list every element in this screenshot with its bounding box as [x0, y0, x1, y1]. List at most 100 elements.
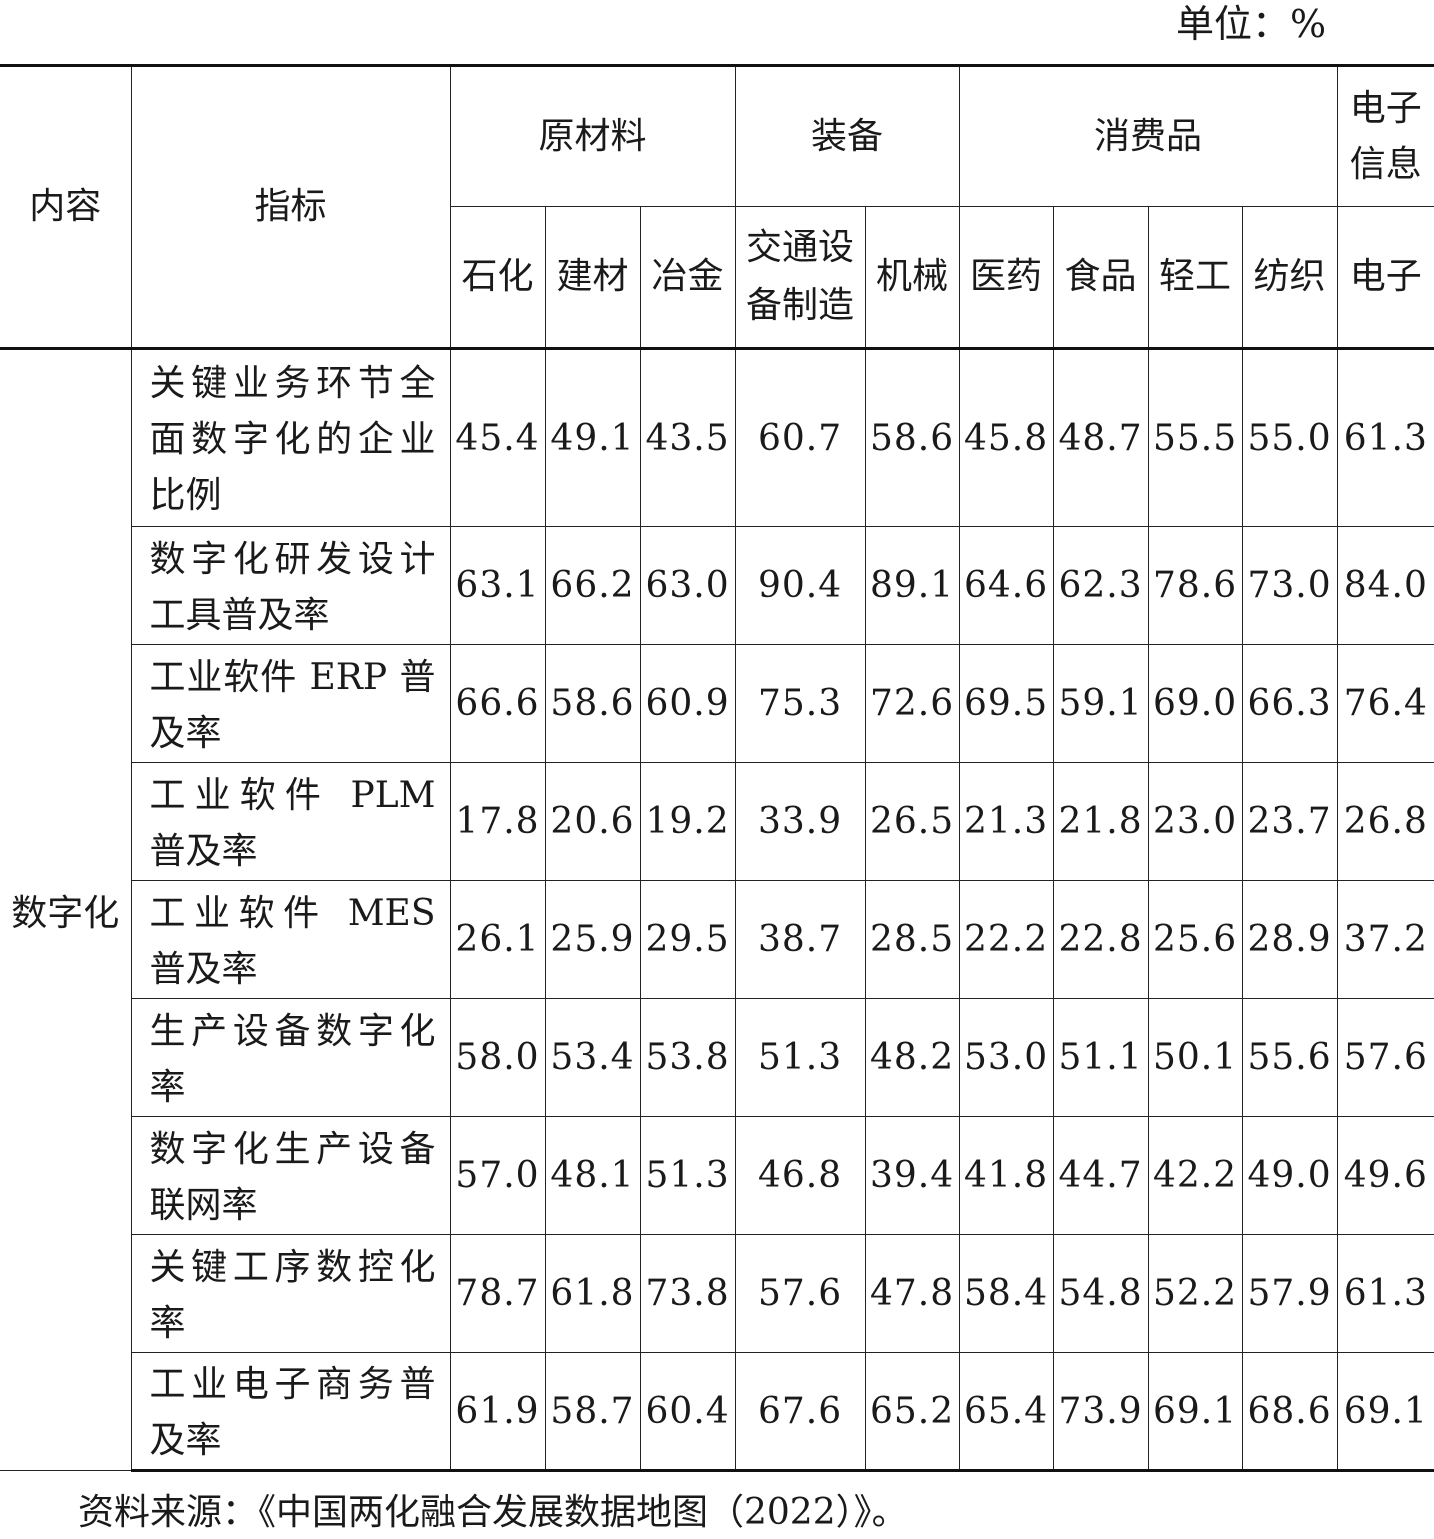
- value-cell: 26.8: [1336, 762, 1434, 881]
- value-cell: 48.1: [544, 1116, 641, 1235]
- indicator-cell: 工业软件 PLM 普及率: [131, 762, 451, 881]
- value-cell: 53.8: [639, 998, 736, 1117]
- table-row: 生产设备数字化率 58.0 53.4 53.8 51.3 48.2 53.0 51.1 50.1…: [0, 998, 1434, 1117]
- value-cell: 62.3: [1052, 526, 1149, 645]
- value-cell: 66.6: [449, 644, 546, 763]
- subgroup-header: 冶金: [639, 206, 736, 350]
- group-header: 原材料: [449, 64, 736, 207]
- value-cell: 49.0: [1241, 1116, 1338, 1235]
- value-cell: 41.8: [958, 1116, 1054, 1235]
- value-cell: 47.8: [864, 1234, 960, 1353]
- data-table: 内容 指标 原材料 装备 消费品 电子信息 石化 建材 冶金 交通设备制造 机械…: [0, 64, 1434, 1472]
- value-cell: 42.2: [1147, 1116, 1243, 1235]
- value-cell: 21.8: [1052, 762, 1149, 881]
- table-row: 关键工序数控化率 78.7 61.8 73.8 57.6 47.8 58.4 54.8 52.2…: [0, 1234, 1434, 1353]
- value-cell: 57.9: [1241, 1234, 1338, 1353]
- value-cell: 61.3: [1336, 347, 1434, 527]
- value-cell: 45.4: [449, 347, 546, 527]
- value-cell: 44.7: [1052, 1116, 1149, 1235]
- table-row: 数字化 关键业务环节全面数字化的企业比例 45.4 49.1 43.5 60.7 58.6 4…: [0, 347, 1434, 1471]
- group-header: 电子信息: [1336, 64, 1434, 207]
- subgroup-header: 石化: [450, 206, 546, 350]
- value-cell: 58.0: [449, 998, 546, 1117]
- subgroup-header: 机械: [864, 206, 960, 350]
- value-cell: 28.9: [1241, 880, 1338, 999]
- value-cell: 51.3: [639, 1116, 736, 1235]
- value-cell: 59.1: [1052, 644, 1149, 763]
- value-cell: 69.1: [1336, 1352, 1434, 1472]
- value-cell: 20.6: [544, 762, 641, 881]
- value-cell: 67.6: [734, 1352, 866, 1472]
- category-cell: 数字化: [0, 347, 132, 1471]
- header-content: 内容: [0, 64, 132, 349]
- value-cell: 25.6: [1147, 880, 1243, 999]
- value-cell: 48.7: [1052, 347, 1149, 527]
- table-row: 工业软件 PLM 普及率 17.8 20.6 19.2 33.9 26.5 21.3 21.8…: [0, 762, 1434, 881]
- value-cell: 60.4: [639, 1352, 736, 1472]
- value-cell: 65.4: [958, 1352, 1054, 1472]
- value-cell: 26.5: [864, 762, 960, 881]
- value-cell: 51.3: [734, 998, 866, 1117]
- value-cell: 54.8: [1052, 1234, 1149, 1353]
- value-cell: 23.7: [1241, 762, 1338, 881]
- header-indicator: 指标: [130, 64, 451, 349]
- value-cell: 29.5: [639, 880, 736, 999]
- group-header: 装备: [734, 64, 960, 207]
- table-row: 工业电子商务普及率 61.9 58.7 60.4 67.6 65.2 65.4 73.9 69.…: [0, 1352, 1434, 1472]
- value-cell: 63.1: [449, 526, 546, 645]
- value-cell: 66.2: [544, 526, 641, 645]
- value-cell: 53.0: [958, 998, 1054, 1117]
- value-cell: 39.4: [864, 1116, 960, 1235]
- value-cell: 52.2: [1147, 1234, 1243, 1353]
- subgroup-header: 电子: [1336, 206, 1434, 350]
- value-cell: 61.8: [544, 1234, 641, 1353]
- value-cell: 45.8: [958, 347, 1054, 527]
- value-cell: 69.5: [958, 644, 1054, 763]
- value-cell: 22.2: [958, 880, 1054, 999]
- value-cell: 90.4: [734, 526, 866, 645]
- value-cell: 19.2: [639, 762, 736, 881]
- value-cell: 63.0: [639, 526, 736, 645]
- subgroup-header: 轻工: [1147, 206, 1243, 350]
- table-row: 数字化生产设备联网率 57.0 48.1 51.3 46.8 39.4 41.8 44.7 42…: [0, 1116, 1434, 1235]
- value-cell: 49.1: [544, 347, 641, 527]
- value-cell: 49.6: [1336, 1116, 1434, 1235]
- value-cell: 46.8: [734, 1116, 866, 1235]
- value-cell: 73.8: [639, 1234, 736, 1353]
- value-cell: 73.0: [1241, 526, 1338, 645]
- indicator-cell: 数字化研发设计工具普及率: [131, 526, 451, 645]
- value-cell: 58.6: [864, 347, 960, 527]
- indicator-cell: 工业软件 MES 普及率: [131, 880, 451, 999]
- value-cell: 43.5: [639, 347, 736, 527]
- subgroup-header: 纺织: [1241, 206, 1338, 350]
- indicator-cell: 工业电子商务普及率: [131, 1352, 451, 1472]
- indicator-cell: 关键业务环节全面数字化的企业比例: [130, 347, 451, 527]
- value-cell: 78.6: [1147, 526, 1243, 645]
- value-cell: 64.6: [958, 526, 1054, 645]
- value-cell: 58.4: [958, 1234, 1054, 1353]
- value-cell: 72.6: [864, 644, 960, 763]
- value-cell: 84.0: [1336, 526, 1434, 645]
- value-cell: 26.1: [449, 880, 546, 999]
- value-cell: 17.8: [449, 762, 546, 881]
- value-cell: 55.5: [1147, 347, 1243, 527]
- subgroup-header: 交通设备制造: [734, 206, 866, 350]
- value-cell: 57.6: [734, 1234, 866, 1353]
- value-cell: 51.1: [1052, 998, 1149, 1117]
- value-cell: 58.6: [544, 644, 641, 763]
- value-cell: 25.9: [544, 880, 641, 999]
- value-cell: 53.4: [544, 998, 641, 1117]
- value-cell: 69.1: [1147, 1352, 1243, 1472]
- table-body: 数字化 关键业务环节全面数字化的企业比例 45.4 49.1 43.5 60.7 58.6 4…: [0, 347, 1434, 1472]
- value-cell: 57.6: [1336, 998, 1434, 1117]
- value-cell: 61.3: [1336, 1234, 1434, 1353]
- value-cell: 75.3: [734, 644, 866, 763]
- value-cell: 55.6: [1241, 998, 1338, 1117]
- subgroup-header: 食品: [1052, 206, 1149, 350]
- indicator-cell: 关键工序数控化率: [131, 1234, 451, 1353]
- value-cell: 23.0: [1147, 762, 1243, 881]
- value-cell: 89.1: [864, 526, 960, 645]
- value-cell: 60.9: [639, 644, 736, 763]
- table-row: 工业软件 ERP 普及率 66.6 58.6 60.9 75.3 72.6 69.5 59.1…: [0, 644, 1434, 763]
- table-row: 工业软件 MES 普及率 26.1 25.9 29.5 38.7 28.5 22.2 22.8…: [0, 880, 1434, 999]
